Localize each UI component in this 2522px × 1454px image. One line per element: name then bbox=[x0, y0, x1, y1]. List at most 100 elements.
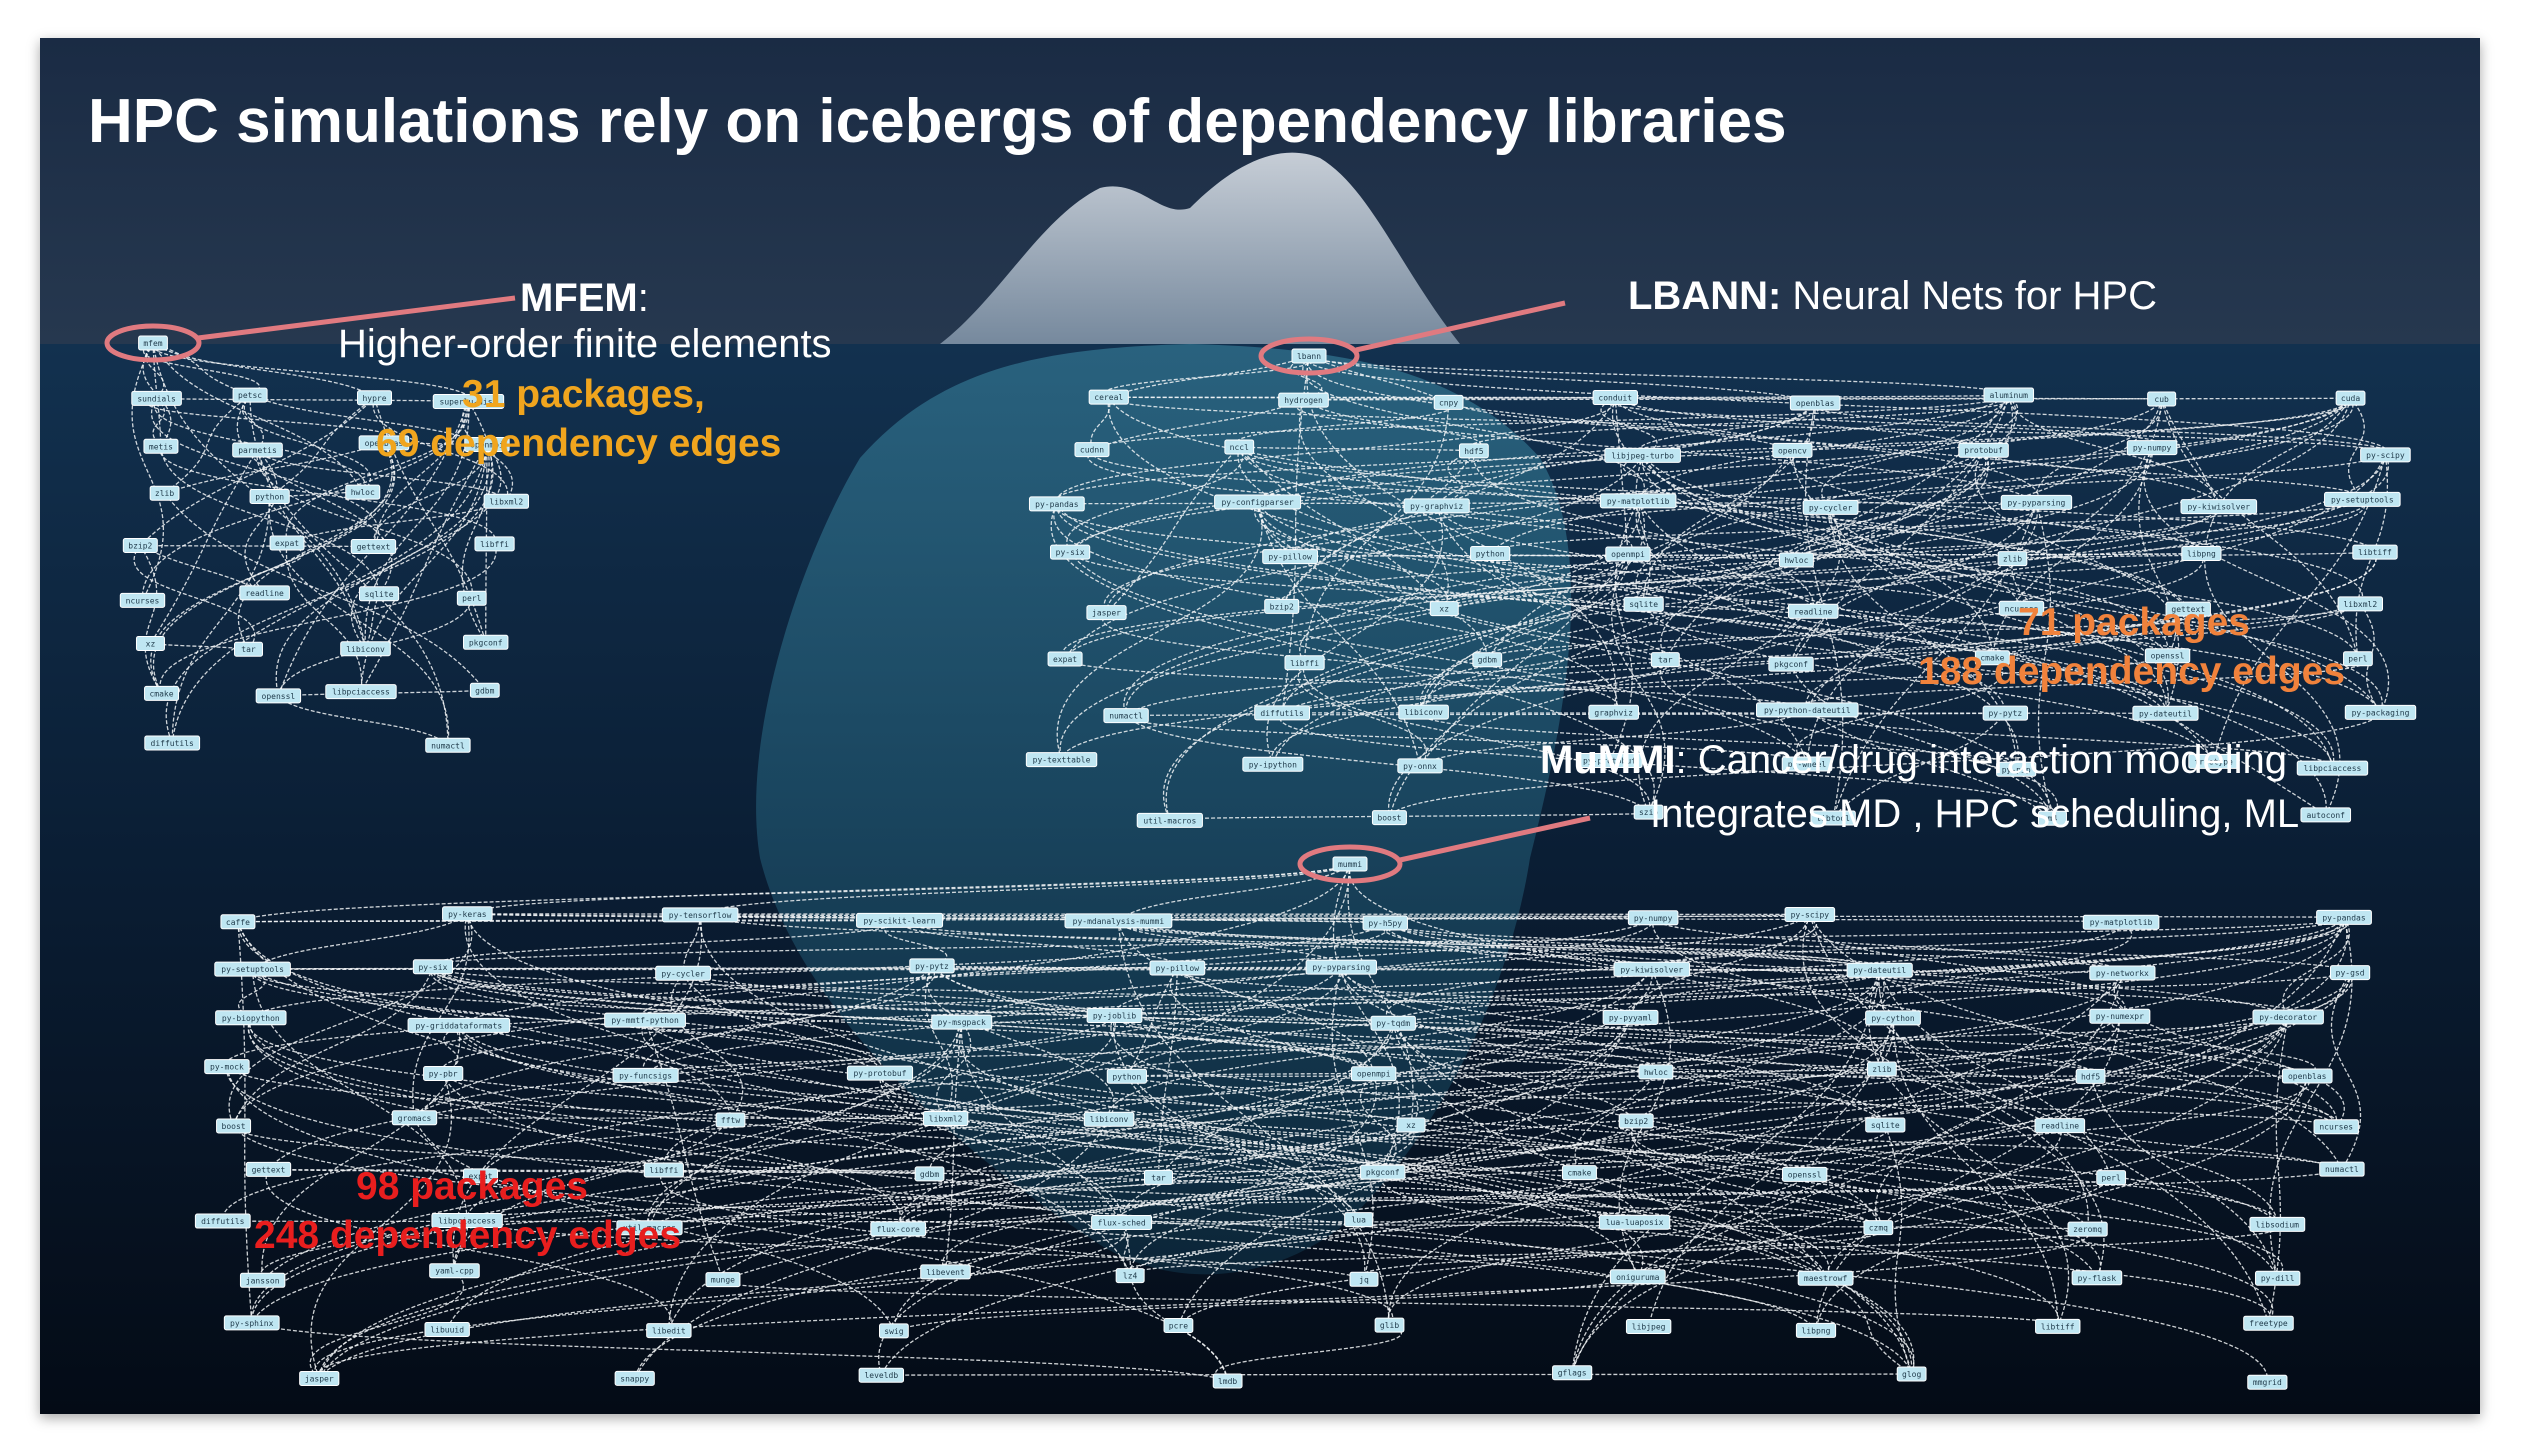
lbann-node-box bbox=[1789, 395, 1841, 411]
slide: mfem sundials petsc hypre superlu-dist metis p… bbox=[40, 38, 2480, 1414]
lbann-edge bbox=[2008, 394, 2220, 507]
lbann-node: libtiff bbox=[2352, 544, 2398, 560]
mummi-node-label: libevent bbox=[926, 1268, 965, 1277]
mummi-edge bbox=[644, 1019, 2278, 1225]
mummi-edge bbox=[898, 919, 1179, 969]
lbann-edge bbox=[1468, 394, 2014, 452]
lbann-edge bbox=[2218, 397, 2352, 507]
mfem-edge bbox=[151, 342, 470, 402]
mummi-node: flux-core bbox=[870, 1221, 927, 1237]
mummi-node: py-pyparsing bbox=[1305, 959, 1377, 975]
mummi-edge bbox=[432, 966, 1375, 1074]
lbann-edge bbox=[1064, 658, 1808, 711]
lbann-node: py-configparser bbox=[1214, 494, 1302, 510]
mfem-edge bbox=[236, 394, 393, 595]
lbann-node-box bbox=[1778, 552, 1814, 568]
lbann-node-label: jasper bbox=[1092, 609, 1121, 618]
mummi-edge bbox=[1388, 1017, 1894, 1326]
lbann-node-label: py-scipy bbox=[2366, 451, 2405, 460]
lbann-node: cnpy bbox=[1433, 394, 1464, 410]
mummi-edge bbox=[682, 972, 1115, 1017]
lbann-node: jasper bbox=[1086, 605, 1127, 621]
mummi-node-label: python bbox=[1112, 1072, 1141, 1081]
lbann-node: sqlite bbox=[1623, 596, 1664, 612]
lbann-node-box bbox=[2300, 807, 2352, 823]
mummi-node-box bbox=[1598, 1214, 1671, 1230]
mummi-node-box bbox=[1846, 962, 1913, 978]
mummi-node: maestrowf bbox=[1797, 1270, 1854, 1286]
lbann-edge bbox=[1108, 396, 2189, 610]
mummi-node: libpciaccess bbox=[431, 1213, 503, 1229]
lbann-node: libjpeg-turbo bbox=[1604, 447, 1681, 463]
lbann-node-box bbox=[2337, 596, 2384, 612]
mummi-node-box bbox=[879, 1323, 909, 1339]
mummi-node-label: py-mdanalysis-mummi bbox=[1073, 917, 1165, 926]
lbann-edge bbox=[1090, 396, 1111, 450]
lbann-edge bbox=[1162, 500, 1646, 821]
mummi-edge bbox=[1359, 1073, 1397, 1173]
mfem-callout-line bbox=[197, 295, 516, 341]
mummi-node-box bbox=[1797, 1270, 1854, 1286]
lbann-edge bbox=[1062, 498, 2366, 660]
lbann-node-label: openmpi bbox=[1611, 550, 1645, 559]
lbann-node-box bbox=[2147, 391, 2177, 407]
mummi-node-box bbox=[2096, 1170, 2127, 1186]
mummi-edge bbox=[412, 913, 470, 1118]
mfem-edge bbox=[269, 491, 363, 498]
mummi-node-label: libxml2 bbox=[929, 1115, 963, 1124]
mfem-node: hypre bbox=[357, 390, 393, 406]
lbann-node: py-six bbox=[1050, 544, 1091, 560]
mummi-edge bbox=[310, 1073, 452, 1379]
mummi-edge bbox=[931, 965, 1637, 1122]
mummi-edge bbox=[1881, 921, 2133, 1019]
mummi-node-label: gromacs bbox=[398, 1114, 432, 1123]
mfem-node-box bbox=[131, 390, 182, 406]
mummi-node-box bbox=[1561, 1165, 1597, 1181]
mfem-edge bbox=[156, 397, 469, 403]
mummi-edge bbox=[261, 1025, 461, 1281]
mfem-node: xz bbox=[135, 635, 165, 651]
mummi-node-label: libtiff bbox=[2041, 1322, 2075, 1331]
mfem-node-label: ncurses bbox=[126, 596, 160, 605]
lbann-node: openblas bbox=[1789, 395, 1841, 411]
mummi-node: py-pandas bbox=[2316, 909, 2372, 925]
mummi-node: flux-sched bbox=[1091, 1214, 1153, 1230]
lbann-node-label: aluminum bbox=[1989, 391, 2028, 400]
lbann-node-label: openblas bbox=[1796, 399, 1835, 408]
lbann-edge bbox=[1069, 402, 1816, 553]
lbann-node-label: py-python-dateutil bbox=[1764, 706, 1851, 715]
mummi-node: ncurses bbox=[2313, 1119, 2359, 1135]
lbann-node-label: py-onnx bbox=[1403, 762, 1437, 771]
mummi-node-box bbox=[2319, 1161, 2365, 1177]
lbann-node-box bbox=[1982, 705, 2029, 721]
lbann-node: nccl bbox=[1224, 439, 1255, 455]
mummi-node-label: py-numexpr bbox=[2096, 1012, 2144, 1021]
lbann-node: cub bbox=[2147, 391, 2177, 407]
mummi-node: py-kiwisolver bbox=[1613, 961, 1691, 977]
mummi-node-box bbox=[2254, 1270, 2301, 1286]
mummi-node-box bbox=[2252, 1009, 2324, 1025]
mummi-node-label: py-dateutil bbox=[1853, 966, 1906, 975]
lbann-node: diffutils bbox=[1254, 705, 1310, 721]
lbann-edge bbox=[1125, 715, 1808, 765]
mfem-edge bbox=[152, 342, 364, 493]
lbann-node-label: openssl bbox=[2151, 652, 2185, 661]
mummi-heading: MuMMI: Cancer/drug interaction modeling bbox=[1540, 736, 2287, 784]
mummi-node: gflags bbox=[1552, 1365, 1593, 1381]
lbann-edge bbox=[1254, 501, 1448, 609]
lbann-node: tar bbox=[1650, 652, 1680, 668]
mummi-node: libiconv bbox=[1083, 1111, 1135, 1127]
mummi-node-box bbox=[1618, 1113, 1654, 1129]
mummi-edge bbox=[1804, 972, 2123, 1175]
mummi-edge bbox=[1652, 917, 2124, 974]
lbann-node-box bbox=[1802, 499, 1859, 515]
lbann-node-box bbox=[1755, 702, 1859, 718]
mummi-node-label: py-protobuf bbox=[853, 1069, 906, 1078]
mfem-node-box bbox=[119, 592, 166, 608]
mummi-node-box bbox=[1083, 1111, 1135, 1127]
mummi-edge bbox=[660, 1169, 1394, 1326]
mummi-node: mmgrid bbox=[2247, 1374, 2288, 1390]
mummi-node-label: leveldb bbox=[864, 1371, 898, 1380]
mummi-node-box bbox=[1163, 1318, 1194, 1334]
mummi-edge bbox=[1802, 914, 2105, 1279]
